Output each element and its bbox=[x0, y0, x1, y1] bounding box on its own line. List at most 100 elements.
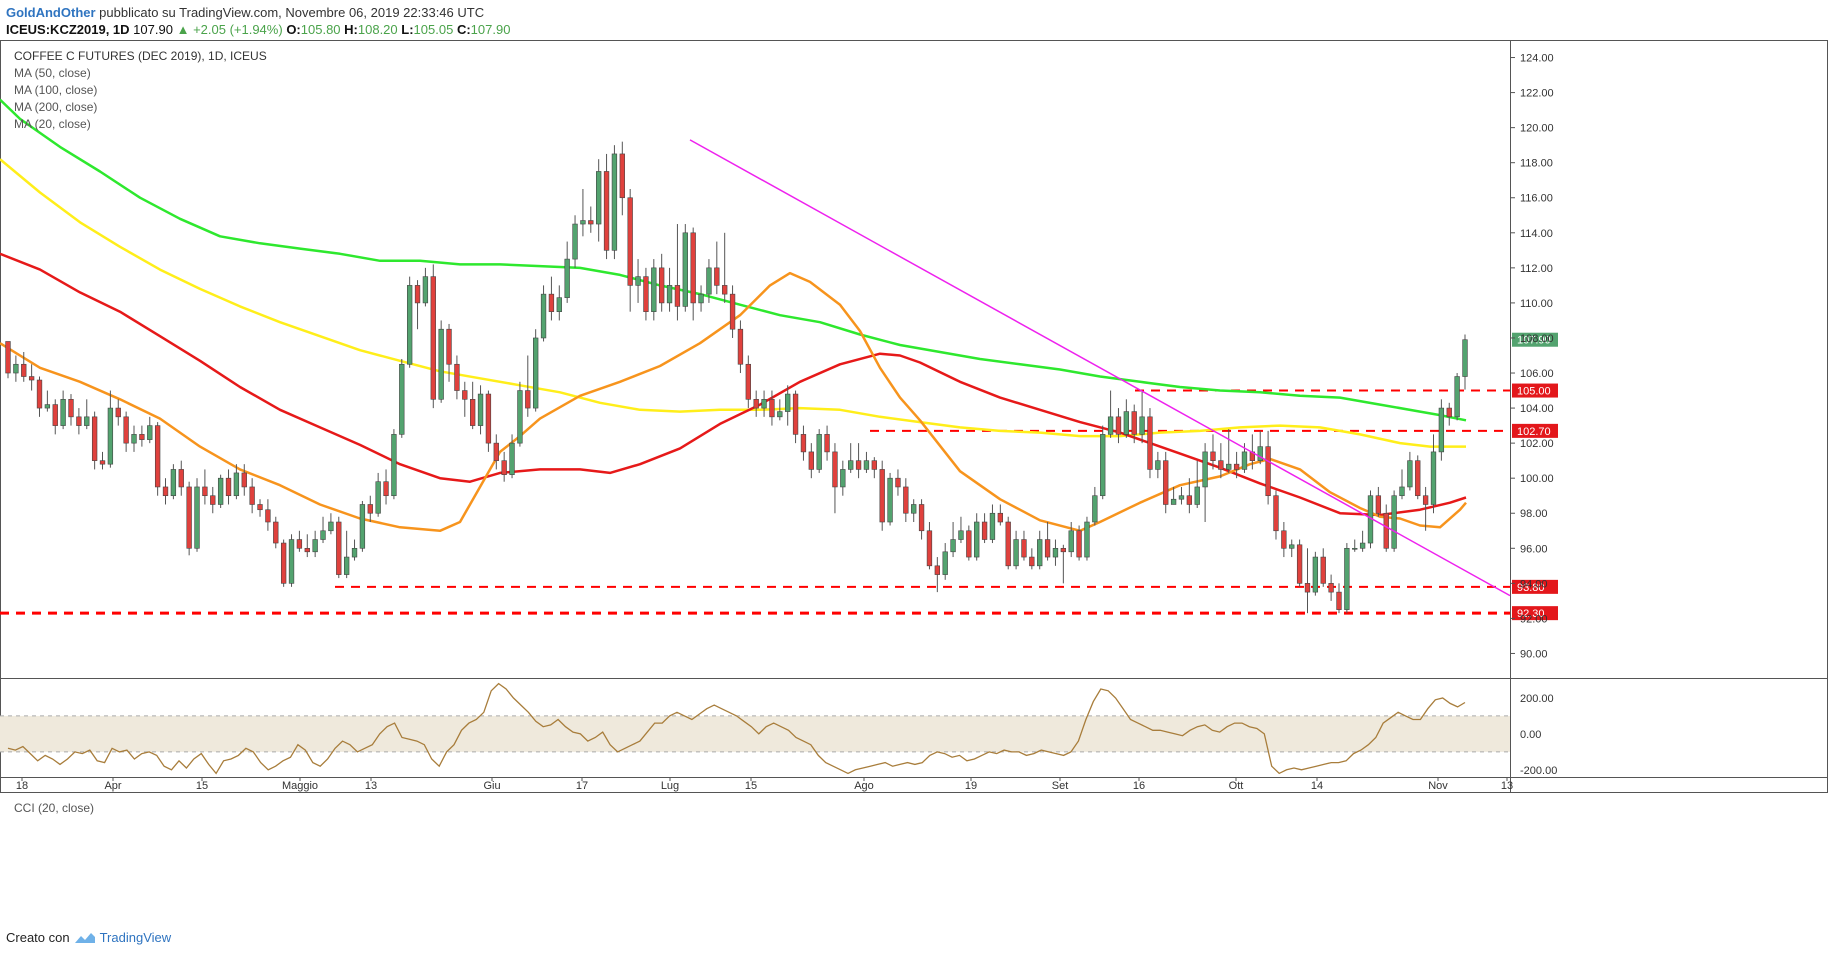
cci-label: CCI (20, close) bbox=[14, 801, 94, 815]
time-tick-label: Set bbox=[1052, 780, 1069, 792]
up-arrow-icon: ▲ bbox=[176, 22, 190, 37]
candle-up bbox=[1052, 547, 1059, 558]
candle-up bbox=[572, 223, 578, 260]
candle-up bbox=[1289, 544, 1295, 549]
candle-down bbox=[1273, 495, 1279, 532]
time-tick-label: Ott bbox=[1229, 780, 1244, 792]
ma200-line bbox=[0, 98, 1467, 422]
price-tick-label: 116.00 bbox=[1520, 193, 1553, 205]
price-tick-label: 94.00 bbox=[1520, 578, 1548, 590]
candle-down bbox=[178, 469, 184, 488]
cci-tick-label: 0.00 bbox=[1520, 729, 1541, 741]
candle-up bbox=[399, 363, 405, 435]
candle-down bbox=[383, 481, 389, 497]
candle-up bbox=[1352, 547, 1358, 550]
trendline-segment bbox=[689, 139, 1511, 597]
last-price-label: 107.90 bbox=[1517, 335, 1551, 347]
level-badge bbox=[1512, 423, 1558, 438]
candle-up bbox=[1068, 530, 1074, 553]
price-tick-label: 100.00 bbox=[1520, 473, 1554, 485]
tradingview-link[interactable]: TradingView bbox=[99, 930, 172, 945]
candle-up bbox=[761, 399, 767, 409]
legend-ma100: MA (100, close) bbox=[14, 83, 97, 97]
candle-down bbox=[659, 267, 665, 304]
candle-up bbox=[44, 404, 51, 409]
candle-down bbox=[729, 293, 736, 330]
level-label: 93.80 bbox=[1517, 582, 1545, 594]
candle-down bbox=[1218, 460, 1224, 470]
candle-up bbox=[1454, 376, 1460, 418]
candle-up bbox=[217, 477, 224, 505]
candle-down bbox=[273, 521, 279, 544]
candle-down bbox=[470, 399, 476, 426]
time-axis[interactable]: 18 Apr 15 Maggio 13 Giu 17 Lug 15 Ago 19 Set 16 Ott 14… bbox=[16, 777, 1513, 792]
candle-down bbox=[714, 267, 720, 286]
open-label: O: bbox=[286, 22, 301, 37]
candle-down bbox=[1131, 411, 1137, 435]
low-label: L: bbox=[401, 22, 414, 37]
author-link[interactable]: GoldAndOther bbox=[6, 5, 96, 20]
candle-down bbox=[485, 393, 492, 444]
candle-down bbox=[1304, 583, 1311, 593]
level-label: 105.00 bbox=[1517, 386, 1551, 398]
time-tick-label: 17 bbox=[576, 780, 588, 792]
publish-info: GoldAndOther pubblicato su TradingView.c… bbox=[6, 5, 484, 20]
price-tick-label: 108.00 bbox=[1520, 333, 1554, 345]
candle-down bbox=[1210, 451, 1216, 461]
candle-up bbox=[1194, 486, 1200, 505]
candle-up bbox=[351, 547, 358, 558]
candle-up bbox=[556, 297, 562, 312]
time-tick-label: Giu bbox=[483, 780, 500, 792]
candle-up bbox=[147, 425, 153, 440]
candle-down bbox=[903, 486, 909, 514]
candle-up bbox=[359, 504, 366, 549]
time-tick-label: Apr bbox=[104, 780, 121, 792]
candle-down bbox=[722, 285, 728, 295]
symbol-name: ICEUS:KCZ2019, 1D bbox=[6, 22, 130, 37]
candle-down bbox=[918, 504, 925, 532]
trendline[interactable] bbox=[689, 139, 1511, 597]
candle-down bbox=[1029, 556, 1035, 567]
last-price: 107.90 bbox=[133, 22, 173, 37]
candle-down bbox=[1446, 407, 1452, 418]
low-value: 105.05 bbox=[413, 22, 454, 37]
candle-up bbox=[131, 434, 137, 444]
candle-up bbox=[84, 416, 90, 426]
candle-up bbox=[1391, 495, 1397, 549]
candle-down bbox=[1265, 446, 1271, 497]
candle-up bbox=[406, 285, 413, 365]
candle-up bbox=[816, 434, 822, 470]
candle-up bbox=[13, 363, 19, 374]
price-axis[interactable]: 124.00 122.00 120.00 118.00 116.00 114.00 112.… bbox=[1510, 53, 1554, 661]
candle-down bbox=[304, 547, 310, 553]
candle-down bbox=[808, 451, 814, 470]
candle-down bbox=[603, 171, 610, 251]
candle-down bbox=[1163, 460, 1169, 505]
price-tick-label: 118.00 bbox=[1520, 158, 1553, 170]
candle-up bbox=[651, 267, 657, 312]
high-label: H: bbox=[344, 22, 358, 37]
ma100-line bbox=[0, 158, 1466, 448]
candle-up bbox=[706, 267, 712, 295]
cci-line bbox=[7, 682, 1466, 775]
candle-down bbox=[139, 434, 145, 440]
candle-down bbox=[1415, 460, 1421, 497]
time-tick-label: 19 bbox=[965, 780, 977, 792]
candle-down bbox=[123, 416, 129, 444]
price-chart[interactable]: 105.00 102.70 93.80 92.30 107.90 124.00 122.0… bbox=[0, 40, 1828, 928]
candle-down bbox=[1233, 463, 1240, 470]
time-tick-label: Nov bbox=[1428, 780, 1448, 792]
candle-up bbox=[60, 399, 66, 426]
candle-up bbox=[911, 504, 917, 514]
level-badge bbox=[1512, 579, 1558, 594]
price-tick-label: 104.00 bbox=[1520, 403, 1554, 415]
candle-up bbox=[194, 486, 200, 549]
candle-down bbox=[493, 442, 499, 461]
candle-down bbox=[280, 542, 287, 584]
cci-band bbox=[0, 715, 1510, 752]
candle-down bbox=[501, 460, 507, 475]
candle-up bbox=[1430, 451, 1437, 505]
candle-down bbox=[1186, 495, 1193, 505]
price-tick-label: 110.00 bbox=[1520, 298, 1553, 310]
candle-up bbox=[958, 530, 964, 540]
